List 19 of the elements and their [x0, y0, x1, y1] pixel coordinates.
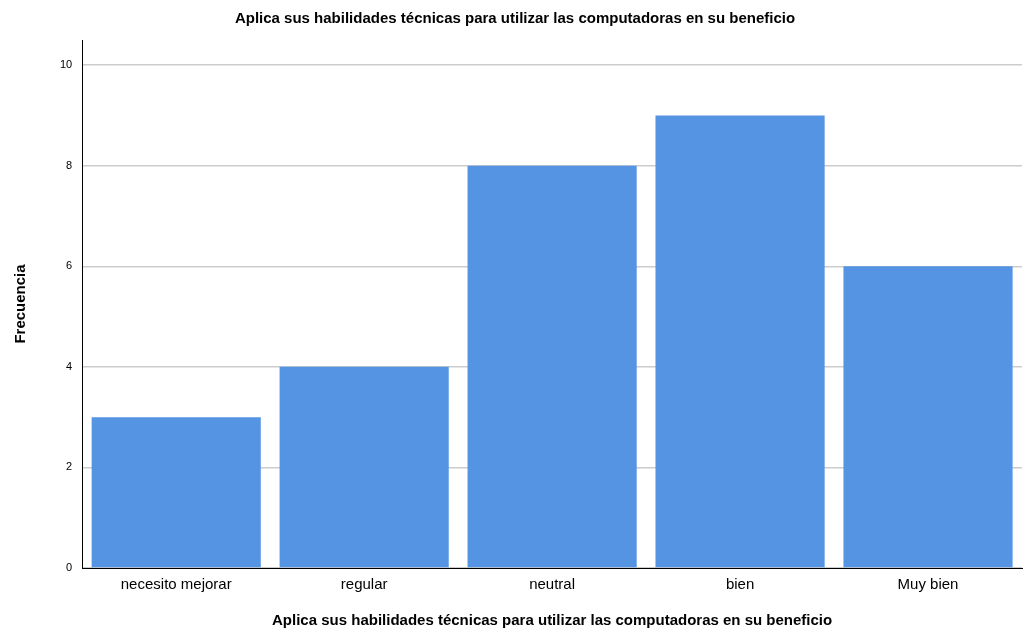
bar — [467, 165, 637, 568]
bar — [655, 115, 825, 568]
x-tick-label: regular — [340, 575, 388, 593]
y-tick-label: 8 — [66, 158, 73, 171]
y-tick-label: 2 — [66, 460, 73, 473]
x-axis-title: Aplica sus habilidades técnicas para utilizar las computadoras en su beneficio — [272, 611, 833, 629]
y-tick-label: 4 — [66, 359, 73, 372]
x-tick-label: necesito mejorar — [120, 575, 232, 593]
y-axis-title: Frecuencia — [11, 263, 29, 344]
x-tick-label: neutral — [529, 575, 576, 593]
x-tick-label: bien — [725, 575, 755, 593]
bar — [91, 417, 261, 568]
bar — [843, 266, 1013, 568]
bar — [279, 366, 449, 568]
x-tick-label: Muy bien — [897, 575, 959, 593]
y-tick-label: 6 — [66, 259, 73, 272]
y-tick-label: 0 — [66, 561, 73, 574]
y-tick-label: 10 — [59, 58, 73, 71]
chart-title: Aplica sus habilidades técnicas para utilizar las computadoras en su beneficio — [234, 9, 796, 27]
